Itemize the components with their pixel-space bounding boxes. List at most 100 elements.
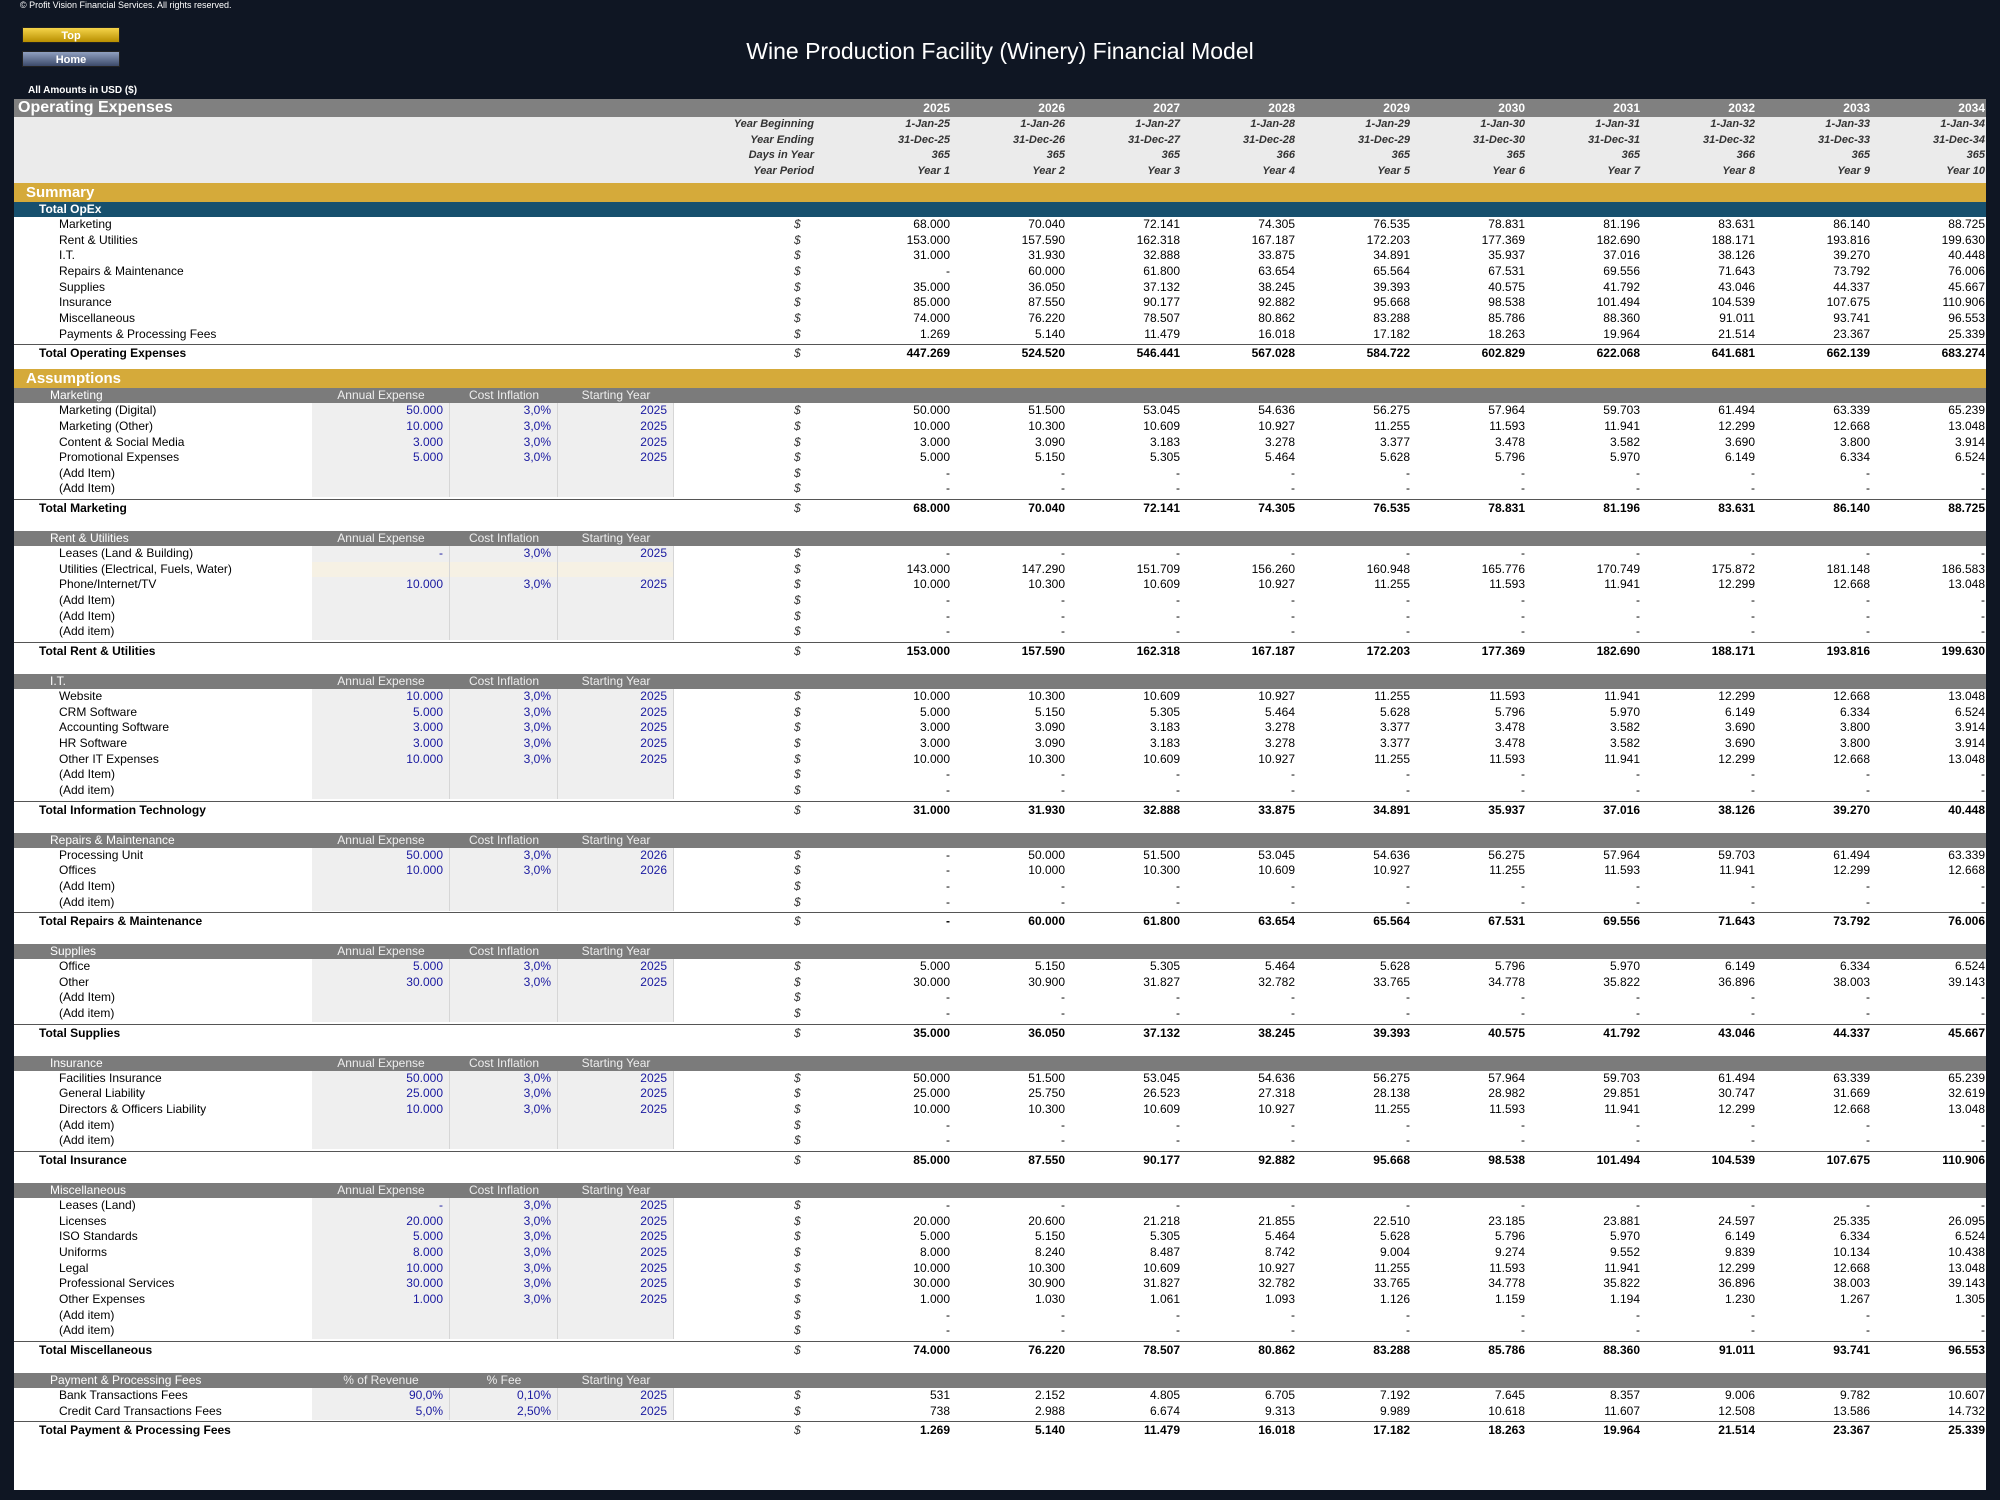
input-cell[interactable]: 2025 (558, 1086, 674, 1103)
input-cell[interactable]: 2025 (558, 1387, 674, 1404)
value-cell[interactable]: 35.000 (913, 279, 950, 294)
value-cell[interactable]: - (1866, 546, 1870, 561)
value-cell[interactable]: 96.553 (1948, 1342, 1985, 1357)
value-cell[interactable]: 30.747 (1718, 1086, 1755, 1101)
input-cell[interactable] (450, 608, 558, 625)
value-cell[interactable]: - (1061, 990, 1065, 1005)
input-cell[interactable]: 50.000 (312, 847, 450, 864)
value-cell[interactable]: 67.531 (1488, 263, 1525, 278)
value-cell[interactable]: 9.782 (1839, 1387, 1870, 1402)
value-cell[interactable]: 40.448 (1948, 248, 1985, 263)
value-cell[interactable]: - (1176, 1006, 1180, 1021)
value-cell[interactable]: 35.822 (1603, 974, 1640, 989)
input-cell[interactable]: 3,0% (450, 418, 558, 435)
value-cell[interactable]: 85.000 (913, 1153, 950, 1167)
value-cell[interactable]: - (946, 1117, 950, 1132)
value-cell[interactable]: - (1406, 1198, 1410, 1212)
value-cell[interactable]: 12.299 (1718, 1260, 1755, 1275)
value-cell[interactable]: 38.126 (1718, 802, 1755, 817)
value-cell[interactable]: 9.274 (1494, 1244, 1525, 1259)
value-cell[interactable]: 107.675 (1826, 1153, 1870, 1167)
input-cell[interactable]: 3,0% (450, 847, 558, 864)
value-cell[interactable]: 27.318 (1258, 1086, 1295, 1101)
value-cell[interactable]: 11.593 (1489, 1260, 1525, 1275)
value-cell[interactable]: 110.906 (1942, 295, 1986, 310)
value-cell[interactable]: 61.494 (1833, 847, 1870, 862)
value-cell[interactable]: 188.171 (1711, 232, 1755, 247)
value-cell[interactable]: 72.141 (1143, 217, 1180, 231)
value-cell[interactable]: - (946, 847, 950, 862)
input-cell[interactable]: 2025 (558, 403, 674, 420)
value-cell[interactable]: 12.299 (1718, 577, 1755, 592)
value-cell[interactable]: 5.628 (1379, 450, 1410, 465)
value-cell[interactable]: 32.619 (1948, 1086, 1985, 1101)
value-cell[interactable]: 65.564 (1373, 914, 1410, 929)
value-cell[interactable]: 3.800 (1839, 434, 1870, 449)
input-cell[interactable] (312, 990, 450, 1007)
value-cell[interactable]: 54.636 (1258, 1070, 1295, 1085)
input-cell[interactable] (558, 624, 674, 641)
value-cell[interactable]: 11.255 (1489, 863, 1525, 878)
value-cell[interactable]: 143.000 (906, 561, 950, 576)
value-cell[interactable]: - (1291, 782, 1295, 797)
value-cell[interactable]: 5.796 (1494, 959, 1525, 974)
value-cell[interactable]: - (946, 1133, 950, 1148)
value-cell[interactable]: 162.318 (1136, 232, 1180, 247)
input-cell[interactable]: 5.000 (312, 959, 450, 976)
input-cell[interactable]: 2025 (558, 577, 674, 594)
value-cell[interactable]: 32.888 (1143, 802, 1180, 817)
value-cell[interactable]: - (1406, 767, 1410, 782)
value-cell[interactable]: 7.645 (1494, 1387, 1525, 1402)
value-cell[interactable]: 19.964 (1603, 326, 1640, 341)
input-cell[interactable]: 3,0% (450, 546, 558, 563)
home-button[interactable]: Home (22, 51, 120, 67)
input-cell[interactable]: 10.000 (312, 863, 450, 880)
input-cell[interactable] (558, 1006, 674, 1023)
value-cell[interactable]: 104.539 (1711, 295, 1755, 310)
input-cell[interactable]: 10.000 (312, 577, 450, 594)
input-cell[interactable] (558, 894, 674, 911)
value-cell[interactable]: 38.003 (1833, 974, 1870, 989)
input-cell[interactable]: 3,0% (450, 403, 558, 420)
input-cell[interactable]: 3,0% (450, 720, 558, 737)
input-cell[interactable] (558, 878, 674, 895)
value-cell[interactable]: 34.891 (1373, 802, 1410, 817)
value-cell[interactable]: - (1061, 608, 1065, 623)
value-cell[interactable]: - (1406, 1117, 1410, 1132)
value-cell[interactable]: - (1636, 1133, 1640, 1148)
value-cell[interactable]: 40.448 (1948, 802, 1985, 817)
value-cell[interactable]: 11.255 (1374, 1102, 1410, 1117)
value-cell[interactable]: 11.593 (1489, 577, 1525, 592)
input-cell[interactable]: 3,0% (450, 1229, 558, 1246)
value-cell[interactable]: 1.030 (1034, 1291, 1065, 1306)
value-cell[interactable]: 1.000 (919, 1291, 950, 1306)
value-cell[interactable]: - (946, 990, 950, 1005)
value-cell[interactable]: 157.590 (1021, 644, 1065, 658)
value-cell[interactable]: 10.300 (1028, 418, 1065, 433)
value-cell[interactable]: 11.941 (1604, 1260, 1640, 1275)
value-cell[interactable]: 3.278 (1264, 434, 1295, 449)
value-cell[interactable]: - (1981, 878, 1985, 893)
input-cell[interactable]: 2025 (558, 751, 674, 768)
value-cell[interactable]: 53.045 (1143, 403, 1180, 418)
value-cell[interactable]: - (1981, 1198, 1985, 1212)
value-cell[interactable]: 54.636 (1373, 847, 1410, 862)
value-cell[interactable]: 3.914 (1954, 434, 1985, 449)
value-cell[interactable]: 33.875 (1258, 802, 1295, 817)
input-cell[interactable]: 2025 (558, 1403, 674, 1420)
input-cell[interactable]: 3,0% (450, 1102, 558, 1119)
input-cell[interactable]: 25.000 (312, 1086, 450, 1103)
input-cell[interactable]: 2025 (558, 1102, 674, 1119)
value-cell[interactable]: 23.185 (1488, 1213, 1525, 1228)
value-cell[interactable]: 11.255 (1374, 689, 1410, 703)
value-cell[interactable]: 31.930 (1028, 802, 1065, 817)
value-cell[interactable]: 447.269 (906, 346, 950, 361)
value-cell[interactable]: 56.275 (1373, 1070, 1410, 1085)
value-cell[interactable]: 70.040 (1028, 501, 1065, 516)
value-cell[interactable]: - (1636, 1198, 1640, 1212)
input-cell[interactable]: 3,0% (450, 1198, 558, 1214)
input-cell[interactable] (450, 481, 558, 498)
input-cell[interactable]: 2,50% (450, 1403, 558, 1420)
value-cell[interactable]: 193.816 (1826, 644, 1870, 658)
value-cell[interactable]: 13.048 (1948, 1260, 1985, 1275)
